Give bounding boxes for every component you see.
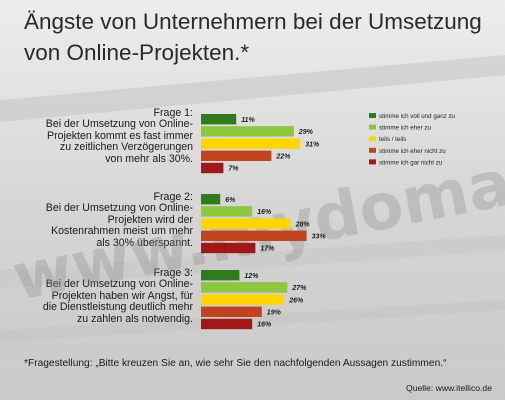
bar-q1-4: [201, 150, 272, 161]
legend-swatch-1: [369, 113, 376, 118]
question-2-heading: Frage 2:: [153, 191, 193, 203]
value-label-q3-1: 12%: [244, 273, 259, 280]
bar-q2-1: [201, 194, 221, 205]
question-1-text: Bei der Umsetzung von Online-Projekten k…: [45, 118, 193, 165]
bar-q2-4: [201, 230, 307, 241]
legend-swatch-5: [369, 159, 376, 165]
bar-q1-3: [201, 138, 301, 149]
legend-label-4: stimme ich eher nicht zu: [379, 148, 446, 155]
bar-q3-2: [201, 282, 288, 293]
legend-swatch-2: [369, 124, 376, 130]
bar-q2-3: [201, 218, 291, 229]
legend-label-2: stimme ich eher zu: [379, 125, 431, 132]
value-label-q3-4: 19%: [267, 310, 282, 317]
value-label-q1-4: 22%: [275, 154, 291, 161]
value-label-q3-3: 26%: [288, 297, 304, 304]
bar-q1-2: [201, 126, 294, 137]
bar-q1-1: [201, 114, 237, 125]
question-3: Frage 3: Bei der Umsetzung von Online-Pr…: [40, 267, 193, 325]
question-2: Frage 2: Bei der Umsetzung von Online-Pr…: [40, 191, 193, 249]
value-label-q2-5: 17%: [260, 246, 275, 253]
legend-label-5: stimme ich gar nicht zu: [379, 159, 443, 166]
question-3-heading: Frage 3:: [153, 267, 193, 279]
bar-q3-5: [201, 318, 253, 330]
legend-swatch-4: [369, 147, 376, 153]
value-label-q1-5: 7%: [228, 166, 239, 173]
legend-label-1: stimme ich voll und ganz zu: [379, 113, 456, 120]
question-1: Frage 1: Bei der Umsetzung von Online-Pr…: [40, 107, 193, 165]
legend-label-3: teils / teils: [379, 136, 406, 143]
question-3-text: Bei der Umsetzung von Online-Projekten h…: [42, 278, 193, 325]
bar-q1-5: [201, 162, 224, 174]
value-label-q3-2: 27%: [291, 285, 307, 292]
question-1-heading: Frage 1:: [153, 107, 193, 119]
value-label-q1-2: 29%: [298, 129, 314, 136]
source-label: Quelle: www.itellico.de: [406, 383, 492, 393]
chart-title: Ängste von Unternehmern bei der Umsetzun…: [24, 9, 482, 65]
value-label-q3-5: 16%: [257, 322, 272, 329]
value-label-q2-1: 6%: [225, 197, 236, 204]
value-label-q2-3: 28%: [295, 221, 311, 228]
legend-swatch-3: [369, 136, 376, 142]
value-label-q2-4: 33%: [312, 234, 327, 241]
value-label-q1-1: 11%: [241, 117, 255, 124]
value-label-q2-2: 16%: [257, 209, 272, 216]
bar-q2-2: [201, 206, 253, 217]
bar-q3-3: [201, 294, 285, 305]
value-label-q1-3: 31%: [305, 141, 320, 148]
question-2-text: Bei der Umsetzung von Online-Projekten w…: [45, 202, 193, 249]
bar-q3-1: [201, 270, 240, 281]
bar-q3-4: [201, 306, 262, 317]
footnote: *Fragestellung: „Bitte kreuzen Sie an, w…: [24, 358, 447, 369]
bar-q2-5: [201, 242, 256, 254]
